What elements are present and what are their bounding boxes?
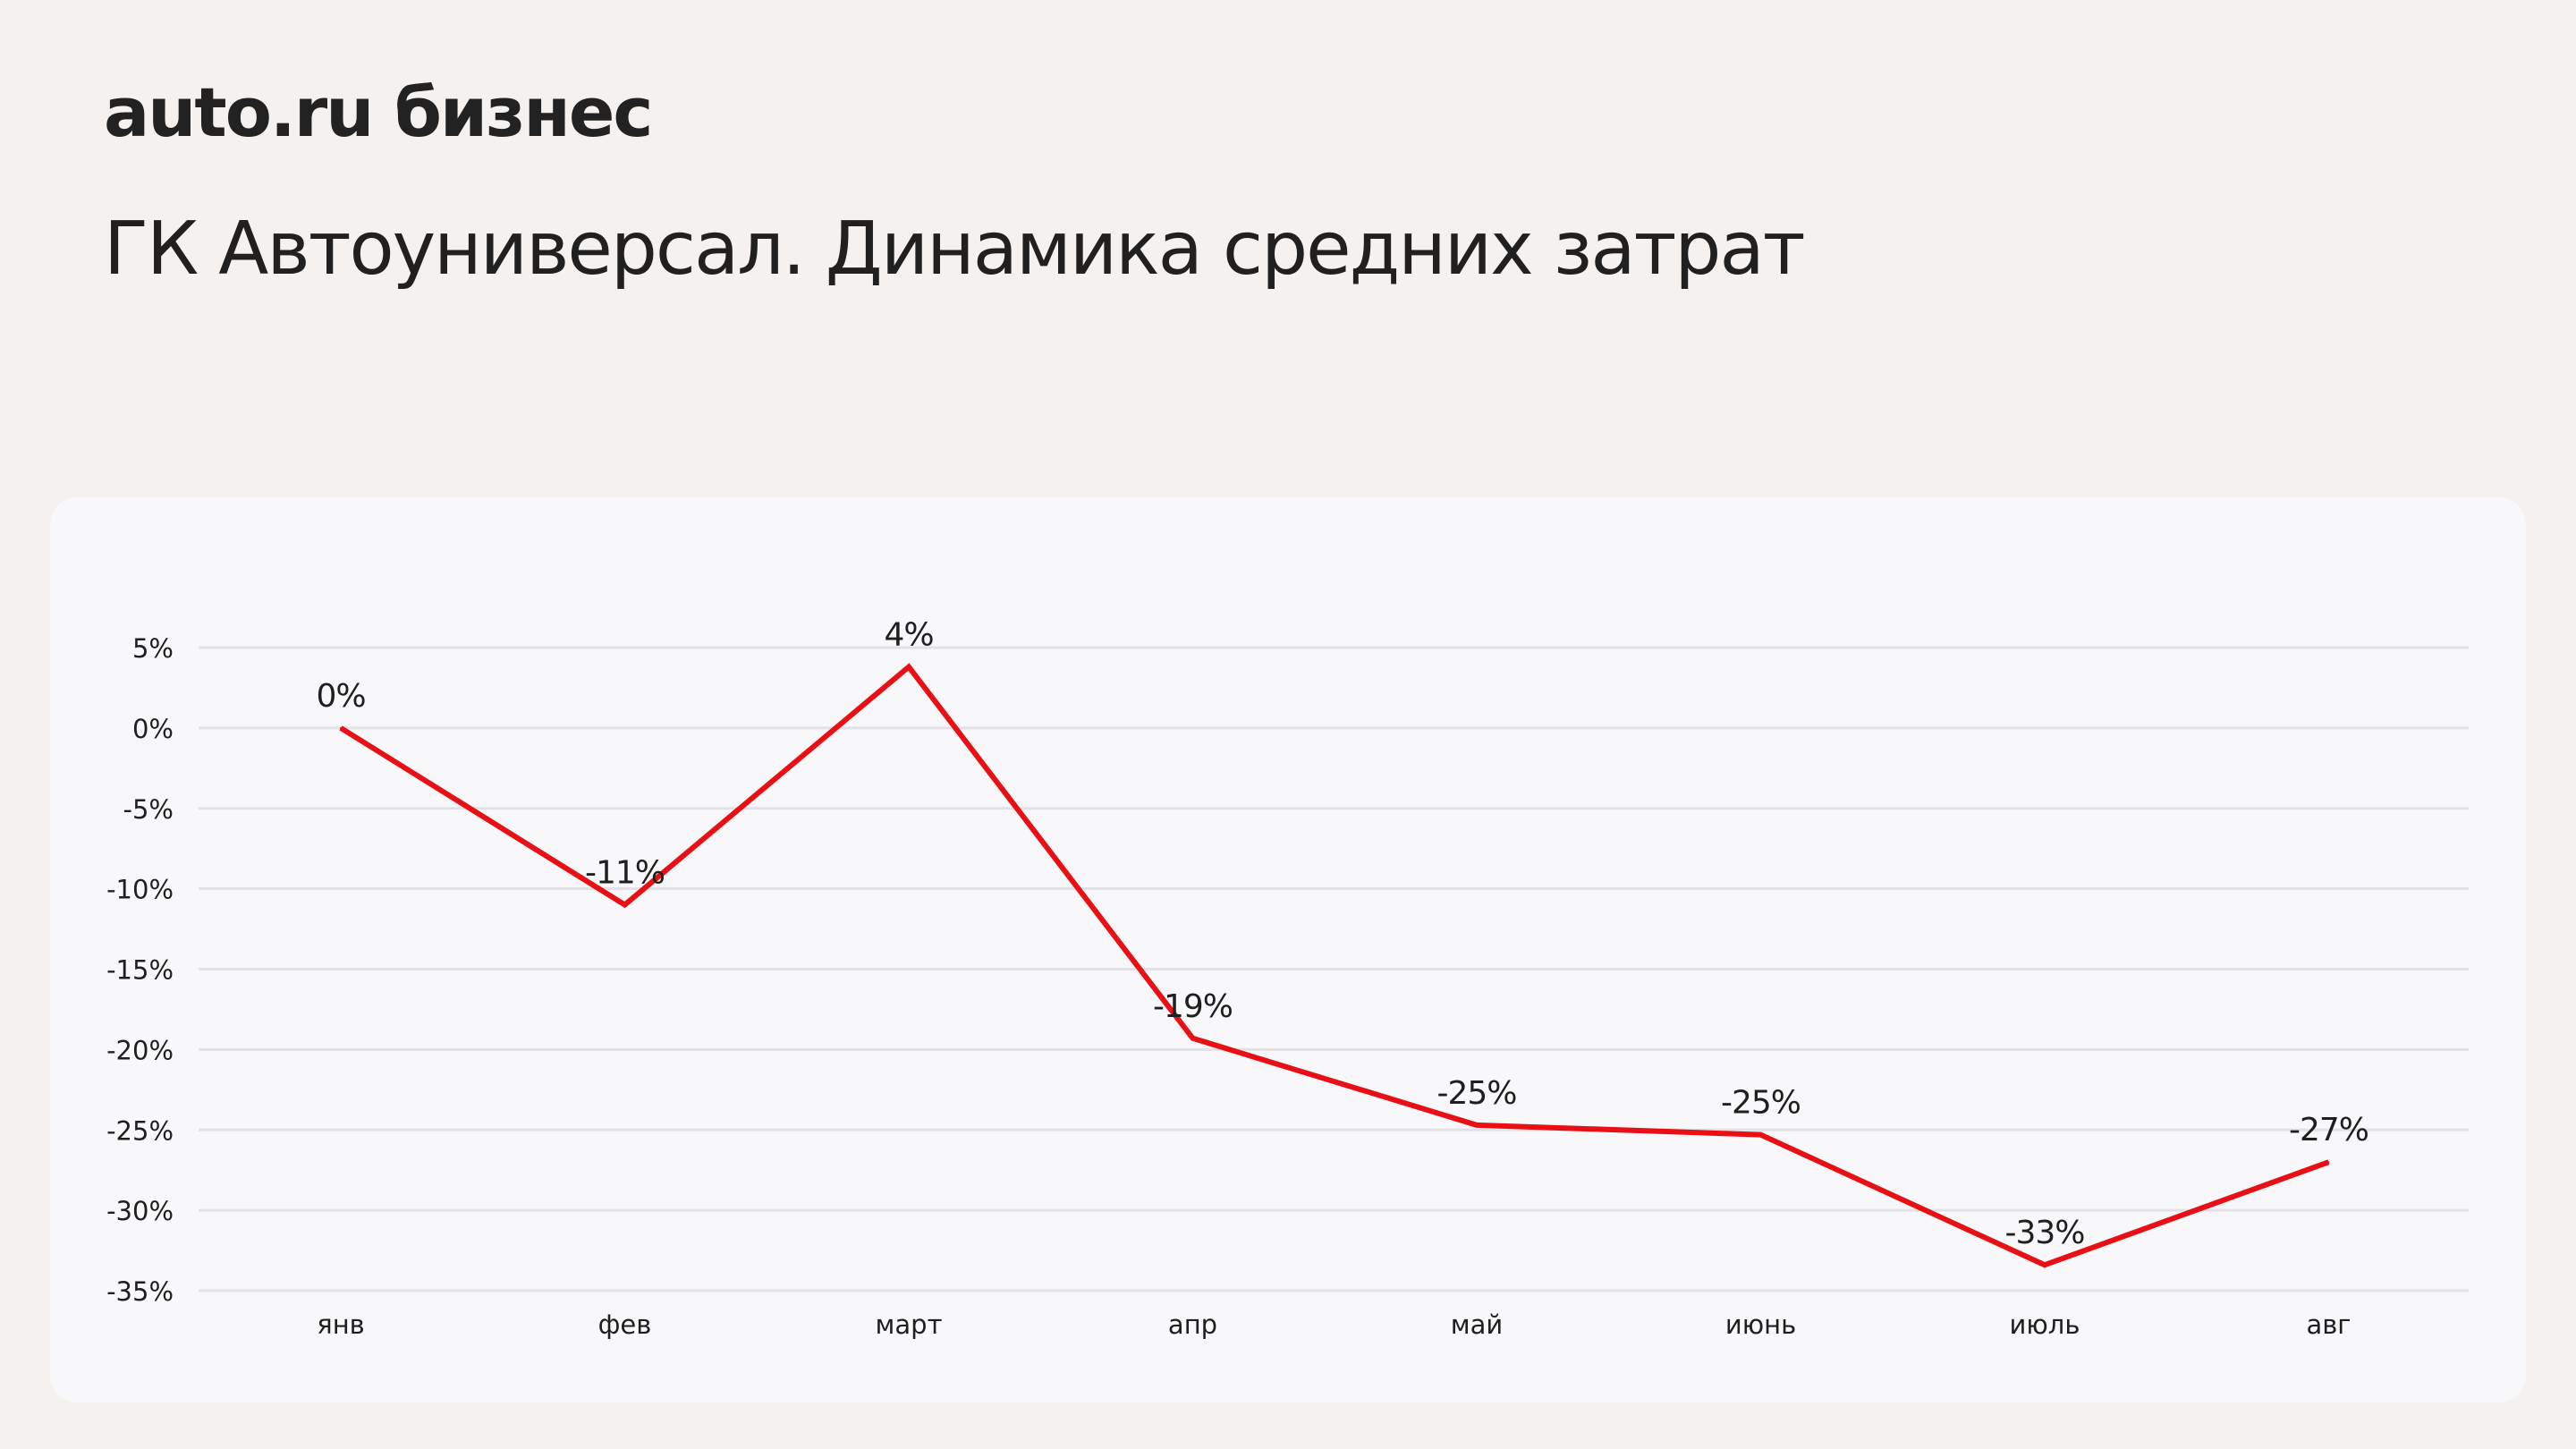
data-point [1476,1123,1478,1126]
y-tick-label: -5% [123,794,174,825]
data-point [1191,1037,1194,1039]
series-line [339,663,2330,1268]
chart-card: 5% 0% -5% -10% -15% -20% -25% -30% -35% янв фев ма… [50,497,2526,1402]
x-tick-label: апр [1168,1309,1217,1340]
data-point [2327,1161,2330,1164]
y-axis-tick-labels: 5% 0% -5% -10% -15% -20% -25% -30% -35% [106,633,174,1307]
x-tick-label: май [1451,1309,1504,1340]
y-tick-label: -10% [106,875,174,905]
data-label: -27% [2289,1112,2368,1148]
data-point [623,903,626,906]
y-tick-label: -30% [106,1196,174,1226]
y-tick-label: -20% [106,1035,174,1065]
data-labels: 0% -11% 4% -19% -25% -25% -33% -27% [316,617,2369,1252]
x-axis-tick-labels: янв фев март апр май июнь июль авг [317,1309,2351,1340]
data-label: -25% [1436,1075,1516,1112]
line-chart: 5% 0% -5% -10% -15% -20% -25% -30% -35% янв фев ма… [106,617,2469,1340]
x-tick-label: июнь [1725,1309,1796,1340]
series-layer [339,663,2330,1268]
y-tick-label: 5% [132,633,174,664]
data-label: -19% [1153,988,1233,1025]
x-tick-label: фев [598,1309,652,1340]
x-tick-label: март [876,1309,943,1340]
y-tick-label: 0% [132,714,174,744]
x-tick-label: июль [2010,1309,2080,1340]
brand-logo: auto.ru бизнес [104,72,653,152]
data-point [2044,1264,2046,1267]
page-title: ГК Автоуниверсал. Динамика средних затра… [104,207,1805,292]
y-tick-label: -25% [106,1115,174,1146]
data-label: -25% [1721,1085,1801,1122]
x-tick-label: янв [317,1309,365,1340]
y-tick-label: -35% [106,1276,174,1307]
data-point [340,726,342,729]
grid-lines [199,646,2469,1292]
data-point [1759,1133,1762,1136]
data-label: 0% [316,678,365,715]
data-label: 4% [884,617,933,654]
data-label: -11% [585,855,665,892]
x-tick-label: авг [2306,1309,2351,1340]
y-tick-label: -15% [106,955,174,986]
data-point [908,665,910,668]
data-label: -33% [2004,1215,2084,1251]
